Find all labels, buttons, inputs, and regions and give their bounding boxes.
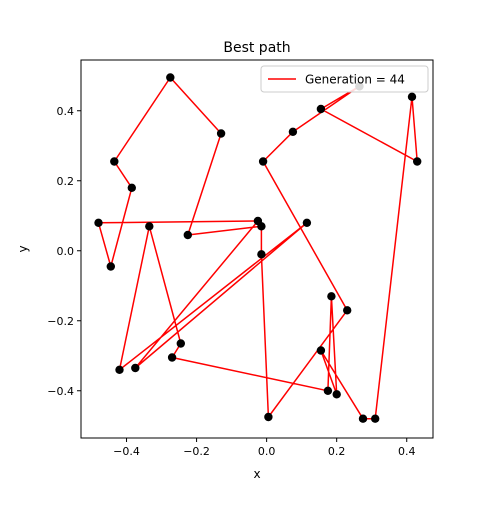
path-point: [332, 390, 341, 399]
path-point: [216, 129, 226, 138]
x-tick-label: −0.2: [183, 445, 210, 458]
y-axis-ticks: −0.4 −0.2 0.0 0.2 0.4: [47, 105, 81, 398]
path-point: [413, 157, 422, 166]
path-point: [94, 218, 103, 227]
path-point: [257, 250, 266, 259]
legend-box: [260, 65, 429, 93]
legend-label: Generation = 44: [305, 73, 405, 87]
chart-title: Best path: [223, 40, 290, 56]
path-point: [316, 104, 326, 114]
y-tick-label: 0.2: [57, 175, 75, 188]
path-point: [316, 346, 326, 355]
path-point: [167, 353, 177, 362]
path-point: [166, 73, 175, 82]
path-point: [176, 339, 185, 348]
path-point: [264, 412, 273, 422]
path-point: [323, 386, 333, 395]
x-tick-label: 0.4: [398, 445, 416, 458]
path-point: [407, 92, 417, 102]
path-point: [131, 363, 140, 373]
legend: Generation = 44: [260, 65, 429, 93]
path-point: [358, 414, 368, 423]
path-point: [302, 218, 312, 227]
path-point: [257, 222, 266, 231]
x-axis-label: x: [253, 467, 260, 481]
y-tick-label: −0.2: [47, 315, 74, 328]
path-point: [288, 127, 298, 136]
y-tick-label: 0.4: [57, 105, 75, 118]
y-axis-label: y: [16, 245, 30, 252]
x-tick-label: −0.4: [113, 445, 140, 458]
path-point: [183, 230, 192, 240]
path-point: [106, 262, 116, 271]
x-axis-ticks: −0.4 −0.2 0.0 0.2 0.4: [113, 438, 415, 458]
path-point: [127, 183, 136, 192]
x-tick-label: 0.2: [328, 445, 346, 458]
path-point: [327, 292, 336, 301]
path-point: [110, 157, 119, 166]
path-point: [115, 365, 124, 374]
plot-frame: [80, 59, 434, 439]
x-tick-label: 0.0: [258, 445, 276, 458]
path-point: [371, 414, 380, 423]
path-point: [343, 306, 352, 315]
y-tick-label: 0.0: [57, 245, 75, 258]
path-point: [258, 157, 268, 166]
path-point: [145, 222, 154, 231]
axes: −0.4 −0.2 0.0 0.2 0.4 −0.4 −0.2 0.0 0.2 0.4 x y: [16, 59, 434, 481]
y-tick-label: −0.4: [47, 385, 74, 398]
